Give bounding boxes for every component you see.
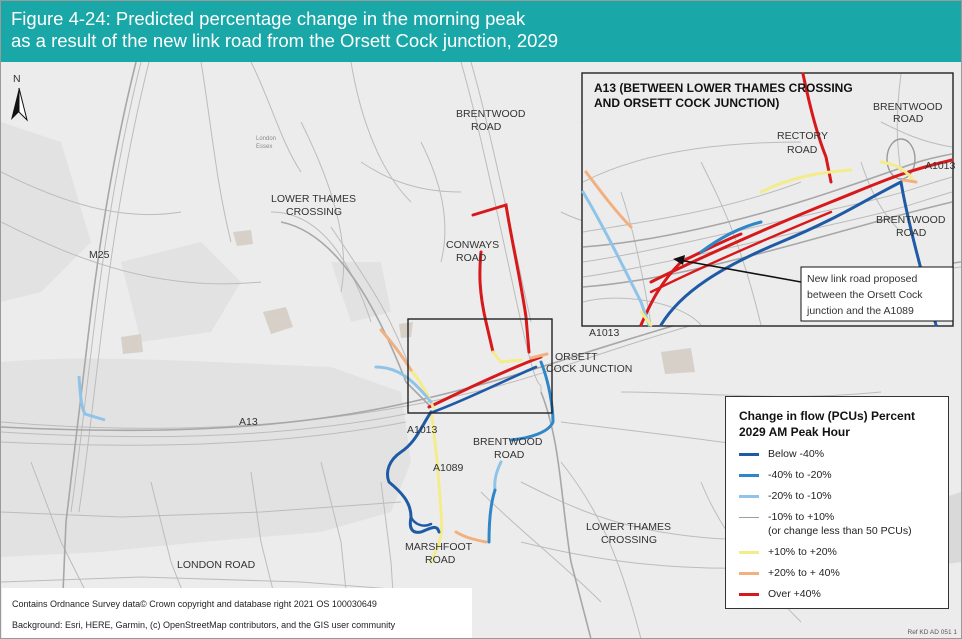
- change-segments: [374, 203, 555, 564]
- label-marshfoot-road-1: MARSHFOOT: [405, 541, 473, 553]
- legend-swatch: [739, 551, 759, 554]
- reference-code: Ref KD AD 051 1: [907, 629, 958, 636]
- label-lower-thames-crossing-nw-2: CROSSING: [286, 206, 342, 218]
- inset-major-roads: [582, 153, 953, 288]
- north-arrow-icon: [11, 87, 28, 122]
- label-orsett-cock-1: ORSETT: [555, 351, 598, 363]
- legend-item: +20% to + 40%: [739, 566, 938, 580]
- legend-swatch: [739, 593, 759, 596]
- title-line-2: as a result of the new link road from th…: [11, 30, 559, 51]
- inset-label-brentwood-road-mid-1: BRENTWOOD: [876, 214, 946, 226]
- inset-callout-line-3: junction and the A1089: [806, 305, 914, 317]
- legend-item: -10% to +10% (or change less than 50 PCU…: [739, 510, 938, 538]
- legend-item-label: +20% to + 40%: [768, 567, 840, 579]
- legend-item: Over +40%: [739, 587, 938, 601]
- legend-swatch: [739, 474, 759, 477]
- legend-item-label: -20% to -10%: [768, 490, 832, 502]
- label-a1013-right: A1013: [589, 327, 620, 339]
- label-m25: M25: [89, 249, 110, 261]
- label-a1013-left: A1013: [407, 424, 438, 436]
- inset-label-rectory-road-1: RECTORY: [777, 130, 828, 142]
- inset-label-brentwood-road-mid-2: ROAD: [896, 227, 927, 239]
- label-marshfoot-road-2: ROAD: [425, 554, 456, 566]
- label-conways-road-1: CONWAYS: [446, 239, 499, 251]
- title-bar: Figure 4-24: Predicted percentage change…: [1, 1, 961, 62]
- title-line-1: Figure 4-24: Predicted percentage change…: [11, 8, 526, 29]
- label-brentwood-road-s-1: BRENTWOOD: [473, 436, 543, 448]
- label-brentwood-road-n-2: ROAD: [471, 121, 502, 133]
- legend-item: Below -40%: [739, 447, 938, 461]
- inset-callout-line-1: New link road proposed: [807, 273, 917, 285]
- label-london-essex-2: Essex: [256, 144, 272, 150]
- label-brentwood-road-n-1: BRENTWOOD: [456, 108, 526, 120]
- legend-item: +10% to +20%: [739, 545, 938, 559]
- inset-title-line-1: A13 (BETWEEN LOWER THAMES CROSSING: [594, 81, 853, 95]
- north-label: N: [13, 73, 21, 85]
- m25-change-segment: [77, 375, 106, 422]
- legend: Change in flow (PCUs) Percent 2029 AM Pe…: [725, 396, 949, 609]
- label-orsett-cock-2: COCK JUNCTION: [546, 363, 632, 375]
- label-london-road: LONDON ROAD: [177, 559, 256, 571]
- urban-areas: [1, 122, 411, 557]
- inset-title-line-2: AND ORSETT COCK JUNCTION): [594, 96, 779, 110]
- legend-item-label: +10% to +20%: [768, 546, 837, 558]
- junction-highlight-box: [407, 318, 553, 414]
- label-conways-road-2: ROAD: [456, 252, 487, 264]
- inset-callout-arrowhead: [673, 255, 685, 265]
- inset-map: New link road proposed between the Orset…: [581, 72, 956, 327]
- land-patches: [121, 230, 695, 374]
- legend-item-label: -40% to -20%: [768, 469, 832, 481]
- legend-swatch: [739, 453, 759, 456]
- credits-line-2: Background: Esri, HERE, Garmin, (c) Open…: [12, 620, 396, 630]
- inset-label-brentwood-road-top-2: ROAD: [893, 113, 924, 125]
- inset-roundabout: [886, 138, 916, 180]
- legend-swatch: [739, 495, 759, 498]
- legend-swatch: [739, 517, 759, 518]
- legend-item: -40% to -20%: [739, 468, 938, 482]
- label-lower-thames-crossing-se-2: CROSSING: [601, 534, 657, 546]
- legend-item-label: Below -40%: [768, 448, 825, 460]
- inset-callout-box: [800, 266, 954, 322]
- label-a13: A13: [239, 416, 258, 428]
- label-brentwood-road-s-2: ROAD: [494, 449, 525, 461]
- legend-item: -20% to -10%: [739, 489, 938, 503]
- legend-item-note: (or change less than 50 PCUs): [768, 525, 912, 537]
- map[interactable]: N BRENTWOOD ROAD LOWER THAMES CROSSING C…: [1, 62, 961, 639]
- inset-background-roads: [582, 73, 953, 326]
- label-lower-thames-crossing-nw-1: LOWER THAMES: [271, 193, 356, 205]
- label-a1089: A1089: [433, 462, 464, 474]
- legend-item-label: -10% to +10%: [768, 511, 835, 523]
- label-lower-thames-crossing-se-1: LOWER THAMES: [586, 521, 671, 533]
- legend-title-line-1: Change in flow (PCUs) Percent: [739, 409, 916, 423]
- legend-title: Change in flow (PCUs) Percent 2029 AM Pe…: [739, 408, 938, 440]
- inset-label-brentwood-road-top-1: BRENTWOOD: [873, 101, 943, 113]
- inset-callout-line-2: between the Orsett Cock: [807, 289, 923, 301]
- credits-line-1: Contains Ordnance Survey data© Crown cop…: [12, 599, 377, 609]
- inset-callout-arrow: [678, 259, 802, 283]
- credits: Contains Ordnance Survey data© Crown cop…: [2, 588, 472, 638]
- legend-swatch: [739, 572, 759, 575]
- inset-label-rectory-road-2: ROAD: [787, 144, 818, 156]
- legend-item-label: Over +40%: [768, 588, 821, 600]
- legend-title-line-2: 2029 AM Peak Hour: [739, 425, 850, 439]
- inset-label-a1013: A1013: [925, 160, 956, 172]
- label-london-essex-1: London: [256, 136, 276, 142]
